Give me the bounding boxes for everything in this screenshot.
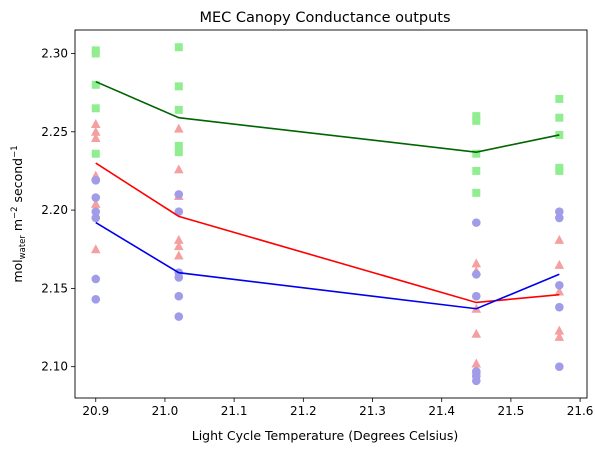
data-point-square — [472, 112, 481, 121]
y-tick-label: 2.30 — [41, 46, 68, 60]
x-tick-label: 21.0 — [152, 404, 179, 418]
data-point-triangle — [471, 258, 482, 268]
data-point-circle — [174, 312, 184, 321]
x-axis: 20.9 21.0 21.1 21.2 21.3 21.4 21.5 21.6 — [82, 398, 593, 418]
x-tick-label: 21.1 — [221, 404, 248, 418]
x-tick-label: 21.5 — [498, 404, 525, 418]
data-point-triangle — [173, 234, 184, 244]
data-point-square — [472, 149, 481, 158]
data-point-triangle — [471, 358, 482, 368]
data-point-triangle — [554, 286, 565, 296]
data-point-square — [555, 113, 564, 122]
data-point-square — [174, 82, 183, 91]
data-point-circle — [91, 274, 101, 284]
data-point-triangle — [554, 325, 565, 335]
mean-line-triangle — [95, 162, 560, 304]
y-axis-label-middle: m — [10, 219, 25, 235]
data-point-circle — [91, 207, 101, 216]
data-point-circle — [471, 218, 481, 227]
x-axis-label: Light Cycle Temperature (Degrees Celsius… — [192, 428, 459, 443]
data-point-circle — [555, 302, 564, 312]
mean-line-square — [95, 80, 560, 153]
y-tick-label: 2.15 — [41, 281, 68, 295]
data-point-circle — [91, 295, 101, 304]
data-point-circle — [471, 376, 481, 386]
data-point-circle — [555, 280, 564, 290]
data-point-circle — [174, 190, 184, 199]
x-tick-label: 21.4 — [428, 404, 455, 418]
y-tick-label: 2.25 — [41, 125, 68, 139]
data-point-circle — [91, 193, 101, 202]
y-tick-label: 2.10 — [41, 360, 68, 374]
data-point-circle — [91, 213, 101, 223]
chart-title: MEC Canopy Conductance outputs — [199, 10, 450, 26]
data-point-triangle — [173, 250, 184, 260]
data-point-triangle — [554, 259, 565, 269]
series-square — [91, 43, 564, 197]
data-point-square — [472, 166, 481, 175]
y-axis-label-sup2: −1 — [10, 145, 20, 158]
data-point-square — [555, 166, 564, 175]
data-point-circle — [555, 362, 564, 371]
data-point-circle — [471, 269, 481, 279]
x-tick-label: 21.6 — [567, 404, 594, 418]
data-point-circle — [174, 291, 184, 301]
x-tick-label: 21.2 — [290, 404, 317, 418]
data-point-triangle — [90, 118, 101, 128]
y-axis-label: molwater m−2 second−1 — [10, 145, 28, 282]
data-point-circle — [555, 213, 564, 223]
y-axis: 2.10 2.15 2.20 2.25 2.30 — [41, 46, 75, 374]
data-point-square — [174, 43, 183, 52]
data-point-square — [91, 49, 100, 58]
series-circle — [91, 176, 564, 386]
data-point-circle — [174, 207, 184, 216]
data-point-triangle — [90, 126, 101, 136]
y-axis-label-unit2: second — [10, 158, 25, 207]
data-point-square — [91, 149, 100, 158]
x-tick-label: 21.3 — [359, 404, 386, 418]
mean-line-circle — [95, 221, 560, 310]
data-point-triangle — [554, 234, 565, 244]
data-point-triangle — [90, 244, 101, 254]
data-point-triangle — [173, 241, 184, 251]
data-point-square — [174, 141, 183, 150]
data-point-square — [174, 105, 183, 114]
data-point-square — [91, 80, 100, 89]
plot-area — [90, 43, 565, 386]
data-point-triangle — [471, 328, 482, 338]
y-axis-label-subscript: water — [18, 235, 28, 260]
data-point-square — [472, 188, 481, 197]
data-point-square — [91, 104, 100, 113]
data-point-triangle — [173, 164, 184, 174]
data-point-circle — [471, 291, 481, 301]
x-tick-label: 20.9 — [82, 404, 109, 418]
data-point-circle — [91, 176, 101, 185]
y-axis-label-prefix: mol — [10, 259, 25, 282]
data-point-circle — [174, 273, 184, 282]
data-point-triangle — [90, 133, 101, 143]
y-tick-label: 2.20 — [41, 203, 68, 217]
plot-frame — [74, 29, 588, 399]
data-point-square — [174, 148, 183, 157]
y-axis-label-sup1: −2 — [10, 206, 20, 219]
data-point-triangle — [554, 331, 565, 341]
data-point-square — [555, 94, 564, 103]
data-point-circle — [555, 207, 564, 216]
data-point-square — [472, 116, 481, 125]
data-point-triangle — [90, 198, 101, 208]
data-point-triangle — [173, 123, 184, 133]
